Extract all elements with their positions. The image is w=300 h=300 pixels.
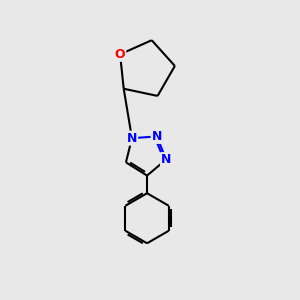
Text: N: N xyxy=(152,130,162,143)
Text: O: O xyxy=(115,48,125,61)
Text: N: N xyxy=(161,153,171,166)
Text: N: N xyxy=(127,132,137,145)
